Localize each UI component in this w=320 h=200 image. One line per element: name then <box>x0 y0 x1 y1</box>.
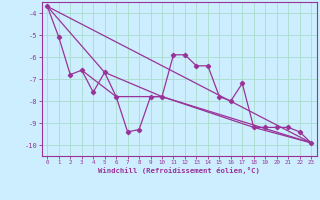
X-axis label: Windchill (Refroidissement éolien,°C): Windchill (Refroidissement éolien,°C) <box>98 167 260 174</box>
